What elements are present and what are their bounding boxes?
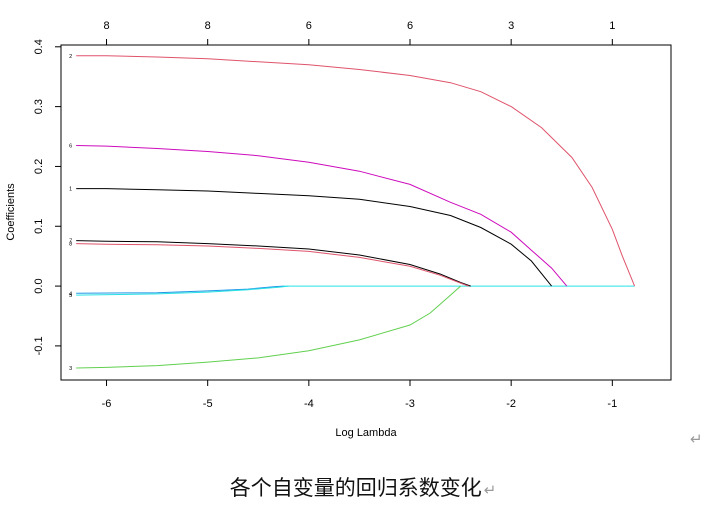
series-label-3: 3	[69, 366, 72, 372]
y-tick-label: 0.3	[33, 99, 45, 114]
series-line-2	[76, 55, 636, 287]
y-tick-label: 0.4	[33, 39, 45, 54]
top-tick-label: 8	[103, 20, 109, 32]
series-line-8	[76, 243, 469, 287]
x-tick-label: -3	[405, 398, 415, 410]
series-line-5	[76, 285, 289, 296]
y-tick-label: 0.2	[33, 159, 45, 174]
plot-frame	[60, 44, 672, 381]
top-axis: 8 8 6 6 3 1	[103, 20, 615, 45]
y-tick-label: 0.1	[33, 219, 45, 234]
caption-return-mark: ↵	[483, 481, 497, 499]
left-axis: -0.1 0.0 0.1 0.2 0.3 0.4	[33, 39, 61, 355]
x-tick-label: -5	[203, 398, 213, 410]
y-tick-label: -0.1	[33, 336, 45, 355]
figure-caption: 各个自变量的回归系数变化 ↵	[0, 472, 726, 502]
series-label-2: 2	[69, 54, 72, 60]
series-label-6: 6	[69, 144, 72, 150]
top-tick-label: 1	[609, 20, 615, 32]
top-tick-label: 6	[306, 20, 312, 32]
series-group: 2 6 1 78 45 3	[69, 54, 636, 372]
x-tick-label: -4	[304, 398, 314, 410]
caption-text: 各个自变量的回归系数变化	[229, 476, 482, 500]
series-label-4: 4	[69, 291, 72, 297]
series-label-5: 5	[69, 293, 72, 299]
series-line-6	[76, 145, 568, 287]
top-tick-label: 3	[508, 20, 514, 32]
x-tick-label: -1	[607, 398, 617, 410]
series-label-8: 8	[69, 242, 72, 248]
y-tick-label: 0.0	[33, 278, 45, 293]
series-line-4	[76, 285, 284, 294]
series-label-7: 7	[69, 239, 72, 245]
series-line-1	[76, 188, 552, 287]
x-tick-label: -6	[102, 398, 112, 410]
series-label-1: 1	[69, 187, 72, 193]
x-axis-label: Log Lambda	[335, 427, 397, 439]
bottom-axis: -6 -5 -4 -3 -2 -1	[102, 380, 617, 410]
top-tick-label: 8	[205, 20, 211, 32]
top-tick-label: 6	[407, 20, 413, 32]
paragraph-return-mark: ↵	[690, 430, 703, 448]
y-axis-label: Coefficients	[5, 183, 17, 241]
x-tick-label: -2	[506, 398, 516, 410]
series-line-7	[76, 240, 471, 287]
series-line-3	[76, 285, 461, 369]
